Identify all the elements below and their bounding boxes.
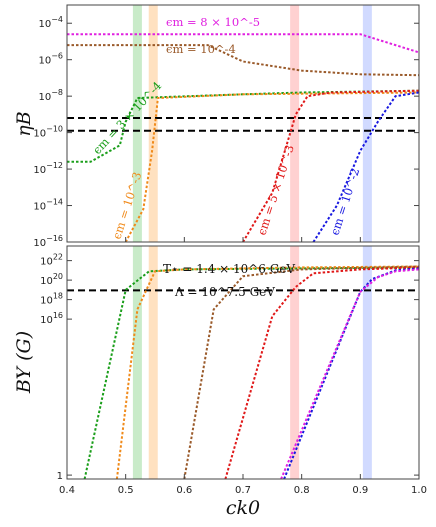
series-t-5: [312, 91, 419, 242]
bottom-y-axis-label: BY (G): [13, 331, 35, 394]
series-t-1: [67, 44, 419, 77]
series-b-2: [183, 265, 419, 479]
band-b-0: [132, 246, 142, 479]
band-b-3: [362, 246, 372, 479]
band-t-0: [132, 5, 142, 242]
label-em-1e-4: ϵm = 10^-4: [166, 42, 236, 56]
band-b-1: [148, 246, 158, 479]
x-tick-label-4: 0.8: [294, 485, 310, 496]
series-b-1: [115, 265, 419, 479]
y-tick-label-b-4: 1: [57, 471, 63, 482]
x-axis-label: ck0: [226, 497, 260, 519]
bottom-panel: 1022 1020 1018 1016 1 0.4 0.5 0.6 0.7 0.8 0.9 1.0: [40, 245, 427, 496]
x-tick-label-2: 0.6: [176, 485, 192, 496]
series-t-0: [67, 33, 419, 54]
y-tick-label-b-0: 1022: [40, 253, 63, 268]
cutoff-param: Λ = 10^7.5 GeV: [174, 285, 275, 299]
band-t-2: [290, 5, 300, 242]
x-tick-label-5: 0.9: [352, 485, 368, 496]
x-tick-label-0: 0.4: [59, 485, 75, 496]
series-t-4: [242, 89, 419, 242]
y-tick-label-t-1: 10−6: [38, 52, 63, 67]
y-tick-label-t-2: 10−8: [38, 88, 63, 103]
y-tick-label-b-1: 1020: [40, 272, 63, 287]
series-b-5: [280, 268, 419, 479]
temperature-param: T⋆ = 1.4 × 10^6 GeV: [163, 262, 295, 276]
y-tick-label-t-5: 10−14: [33, 198, 63, 213]
y-tick-label-t-6: 10−16: [33, 234, 63, 249]
label-em-8e-5: ϵm = 8 × 10^-5: [166, 15, 260, 29]
y-tick-label-t-4: 10−12: [33, 161, 63, 176]
label-em-1e-2: ϵm = 10^-2: [328, 166, 363, 237]
band-b-2: [290, 246, 300, 479]
top-y-axis-label: ηB: [13, 111, 35, 136]
x-tick-label-1: 0.5: [118, 485, 134, 496]
y-tick-label-b-2: 1018: [40, 292, 63, 307]
series-b-3: [224, 266, 419, 479]
y-tick-label-t-3: 10−10: [33, 125, 63, 140]
y-tick-label-b-3: 1016: [40, 311, 63, 326]
x-tick-label-6: 1.0: [411, 485, 427, 496]
band-t-3: [362, 5, 372, 242]
series-t-3: [124, 91, 419, 242]
y-tick-label-t-0: 10−4: [38, 15, 63, 30]
x-tick-label-3: 0.7: [235, 485, 251, 496]
band-t-1: [148, 5, 158, 242]
series-b-4: [283, 267, 419, 479]
